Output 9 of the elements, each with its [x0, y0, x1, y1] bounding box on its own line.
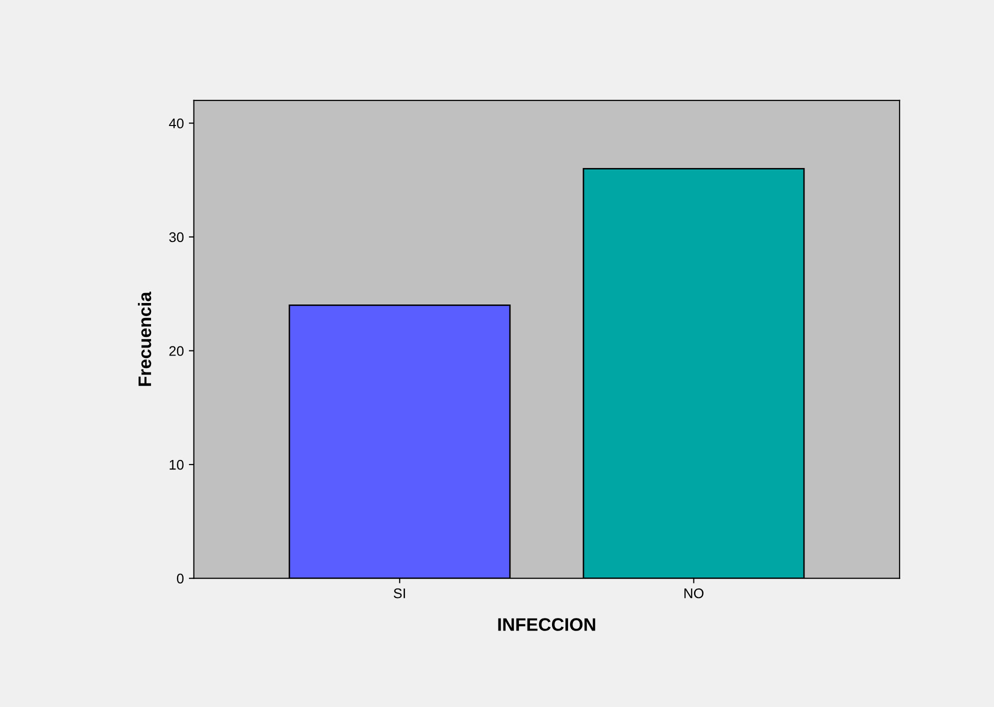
y-tick-label: 10 [170, 460, 184, 470]
y-tick-label: 30 [169, 232, 184, 242]
y-axis-title: Frecuencia [138, 292, 152, 386]
x-tick-label: SI [394, 588, 405, 598]
y-tick-label: 20 [169, 346, 184, 356]
x-axis-title: INFECCION [498, 618, 596, 631]
x-tick-label: NO [684, 588, 704, 598]
y-tick-label: 40 [168, 118, 184, 128]
y-tick-label: 0 [176, 574, 184, 584]
